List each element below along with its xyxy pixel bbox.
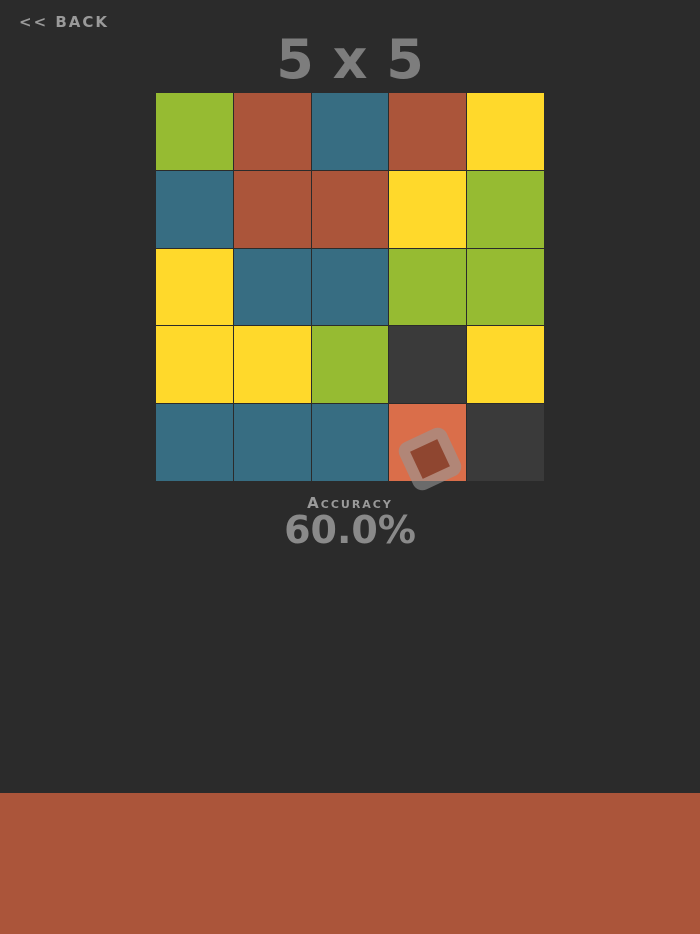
- page-title: 5 x 5: [276, 28, 424, 91]
- grid-cell-2-4[interactable]: [389, 170, 467, 248]
- grid-cell-3-3[interactable]: [311, 248, 389, 326]
- grid-cell-5-3[interactable]: [311, 404, 389, 481]
- grid-cell-3-1[interactable]: [156, 248, 233, 326]
- grid-cell-5-1[interactable]: [156, 404, 233, 481]
- grid-cell-4-3[interactable]: [311, 326, 389, 404]
- grid-cell-3-5[interactable]: [467, 248, 544, 326]
- grid-cell-1-4[interactable]: [389, 93, 467, 170]
- grid-cell-5-2[interactable]: [233, 404, 311, 481]
- color-palette-bar[interactable]: [0, 793, 700, 934]
- grid-cell-4-1[interactable]: [156, 326, 233, 404]
- grid-cell-2-3[interactable]: [311, 170, 389, 248]
- grid-cell-1-2[interactable]: [233, 93, 311, 170]
- accuracy-label: Accuracy: [307, 494, 393, 512]
- grid-cell-4-2[interactable]: [233, 326, 311, 404]
- grid-cell-2-2[interactable]: [233, 170, 311, 248]
- grid-cell-2-5[interactable]: [467, 170, 544, 248]
- grid-cell-5-5[interactable]: [467, 404, 544, 481]
- grid-cell-1-1[interactable]: [156, 93, 233, 170]
- grid-cell-1-5[interactable]: [467, 93, 544, 170]
- accuracy-value: 60.0%: [284, 508, 416, 552]
- grid-cell-2-1[interactable]: [156, 170, 233, 248]
- grid-cell-4-5[interactable]: [467, 326, 544, 404]
- grid-cell-3-2[interactable]: [233, 248, 311, 326]
- held-piece-color: [410, 439, 450, 479]
- grid-cell-4-4[interactable]: [389, 326, 467, 404]
- grid-cell-3-4[interactable]: [389, 248, 467, 326]
- back-button[interactable]: << BACK: [19, 13, 110, 31]
- grid-cell-1-3[interactable]: [311, 93, 389, 170]
- game-board: [156, 93, 544, 481]
